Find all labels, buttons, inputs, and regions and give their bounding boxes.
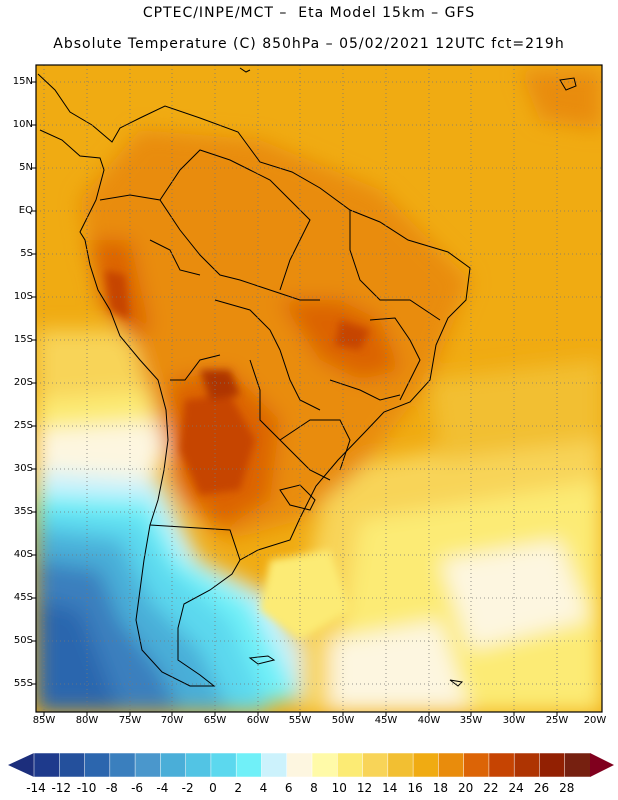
colorbar bbox=[8, 752, 614, 778]
colorbar-swatch bbox=[210, 752, 237, 778]
colorbar-label: 14 bbox=[382, 781, 398, 795]
colorbar-label: 28 bbox=[559, 781, 575, 795]
lat-label: 15S bbox=[13, 334, 33, 345]
colorbar-swatch bbox=[387, 752, 414, 778]
colorbar-label: 18 bbox=[432, 781, 448, 795]
colorbar-label: 6 bbox=[284, 781, 293, 795]
colorbar-label: -14 bbox=[26, 781, 46, 795]
lon-label: 85W bbox=[32, 715, 56, 726]
colorbar-swatch bbox=[33, 752, 60, 778]
lon-label: 20W bbox=[583, 715, 607, 726]
lat-label: 20S bbox=[13, 377, 33, 388]
lat-label: 25S bbox=[13, 420, 33, 431]
lon-label: 80W bbox=[75, 715, 99, 726]
colorbar-swatch bbox=[311, 752, 338, 778]
colorbar-swatch bbox=[362, 752, 389, 778]
coastline bbox=[37, 73, 471, 687]
axis-ticks bbox=[32, 81, 558, 716]
colorbar-swatch bbox=[261, 752, 288, 778]
colorbar-swatch bbox=[59, 752, 86, 778]
lon-label: 40W bbox=[417, 715, 441, 726]
map-subtitle: Absolute Temperature (C) 850hPa – 05/02/… bbox=[53, 36, 565, 52]
lat-label: 55S bbox=[13, 678, 33, 689]
colorbar-swatch bbox=[185, 752, 212, 778]
colorbar-swatch bbox=[539, 752, 566, 778]
colorbar-label: -12 bbox=[51, 781, 72, 795]
colorbar-label: 20 bbox=[457, 781, 474, 795]
colorbar-label: 26 bbox=[533, 781, 550, 795]
colorbar-swatch bbox=[160, 752, 187, 778]
lat-label: 15N bbox=[12, 76, 33, 87]
colorbar-swatch bbox=[109, 752, 136, 778]
colorbar-swatch bbox=[84, 752, 111, 778]
lon-label: 50W bbox=[331, 715, 355, 726]
lon-label: 65W bbox=[203, 715, 227, 726]
colorbar-label: 12 bbox=[356, 781, 373, 795]
colorbar-high-arrow bbox=[590, 753, 614, 777]
colorbar-swatch bbox=[488, 752, 515, 778]
colorbar-low-arrow bbox=[8, 753, 34, 777]
lat-label: 45S bbox=[13, 592, 33, 603]
lon-label: 55W bbox=[288, 715, 312, 726]
lat-label: 10N bbox=[12, 119, 33, 130]
colorbar-swatch bbox=[235, 752, 262, 778]
colorbar-swatch bbox=[337, 752, 364, 778]
lat-label: 5N bbox=[19, 162, 33, 173]
colorbar-swatch bbox=[134, 752, 161, 778]
lat-label: 40S bbox=[13, 549, 33, 560]
lat-label: 5S bbox=[20, 248, 33, 259]
colorbar-swatch bbox=[286, 752, 313, 778]
colorbar-swatch bbox=[463, 752, 490, 778]
lon-label: 25W bbox=[545, 715, 569, 726]
colorbar-label: -8 bbox=[105, 781, 118, 795]
colorbar-label: 8 bbox=[310, 781, 318, 795]
lon-label: 60W bbox=[246, 715, 270, 726]
lat-label: 30S bbox=[13, 463, 33, 474]
colorbar-label: -2 bbox=[181, 781, 194, 795]
colorbar-label: -6 bbox=[131, 781, 144, 795]
colorbar-label: 10 bbox=[331, 781, 347, 795]
colorbar-label: 24 bbox=[508, 781, 524, 795]
colorbar-label: -4 bbox=[156, 781, 169, 795]
map-title: CPTEC/INPE/MCT – Eta Model 15km – GFS bbox=[142, 5, 476, 21]
colorbar-label: 4 bbox=[259, 781, 268, 795]
colorbar-label: 16 bbox=[407, 781, 423, 795]
colorbar-swatch bbox=[438, 752, 465, 778]
colorbar-swatch bbox=[412, 752, 439, 778]
colorbar-label: -10 bbox=[76, 781, 97, 795]
lon-label: 30W bbox=[502, 715, 526, 726]
lon-label: 45W bbox=[374, 715, 398, 726]
map-frame bbox=[35, 64, 603, 713]
colorbar-swatch bbox=[513, 752, 540, 778]
lon-label: 75W bbox=[118, 715, 142, 726]
islands bbox=[239, 67, 577, 687]
lat-label: 35S bbox=[13, 506, 33, 517]
colorbar-label: 0 bbox=[209, 781, 217, 795]
colorbar-label: 2 bbox=[234, 781, 242, 795]
colorbar-swatch bbox=[564, 752, 591, 778]
temperature-field bbox=[36, 65, 602, 712]
colorbar-label: 22 bbox=[483, 781, 499, 795]
lat-label: EQ bbox=[18, 205, 33, 216]
lon-label: 70W bbox=[160, 715, 184, 726]
lat-label: 50S bbox=[13, 635, 33, 646]
lat-label: 10S bbox=[13, 291, 33, 302]
lon-label: 35W bbox=[459, 715, 483, 726]
